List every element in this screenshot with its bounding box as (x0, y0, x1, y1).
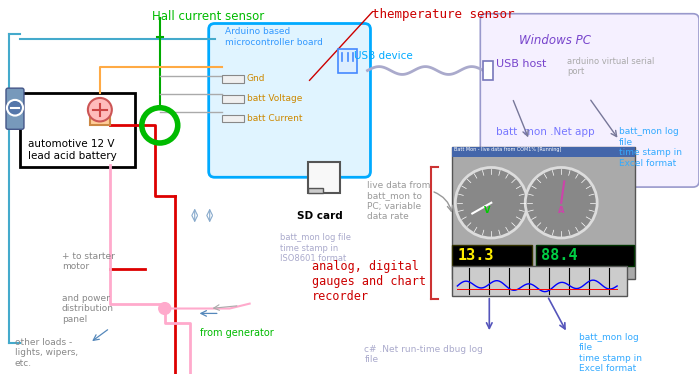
Text: analog, digital
gauges and chart
recorder: analog, digital gauges and chart recorde… (312, 259, 426, 303)
Bar (337, 49, 358, 73)
Text: other loads -
lights, wipers,
etc.: other loads - lights, wipers, etc. (15, 338, 78, 368)
Text: Windows PC: Windows PC (519, 34, 592, 47)
Bar (452, 147, 635, 157)
Text: 88.4: 88.4 (541, 248, 578, 263)
Text: Gnd: Gnd (246, 74, 265, 83)
Bar (90, 108, 110, 125)
Circle shape (88, 98, 112, 121)
Text: USB host: USB host (496, 59, 547, 69)
FancyBboxPatch shape (480, 14, 699, 187)
Bar (96, 108, 110, 116)
Text: c# .Net run-time dbug log
file: c# .Net run-time dbug log file (365, 345, 484, 364)
Text: live data from
batt_mon to
PC; variable
data rate: live data from batt_mon to PC; variable … (368, 181, 430, 222)
Bar (452, 266, 627, 296)
Text: themperature sensor: themperature sensor (372, 8, 515, 21)
Text: USB device: USB device (354, 51, 413, 61)
Bar (452, 245, 532, 266)
Bar (222, 75, 244, 83)
Text: 13.3: 13.3 (457, 248, 494, 263)
Text: Arduino based
microcontroller board: Arduino based microcontroller board (225, 28, 323, 47)
Text: batt Current: batt Current (246, 113, 302, 123)
Bar (536, 245, 634, 266)
Bar (483, 61, 493, 80)
Text: automotive 12 V
lead acid battery: automotive 12 V lead acid battery (28, 139, 117, 161)
Text: batt_mon log
file
time stamp in
Excel format: batt_mon log file time stamp in Excel fo… (619, 127, 682, 168)
Text: batt  mon .Net app: batt mon .Net app (496, 127, 595, 137)
Circle shape (455, 167, 527, 238)
Circle shape (7, 100, 23, 116)
Text: + to starter
motor: + to starter motor (62, 252, 115, 271)
Bar (222, 115, 244, 122)
Circle shape (525, 167, 597, 238)
Text: arduino virtual serial
port: arduino virtual serial port (567, 57, 654, 76)
Text: A: A (558, 206, 564, 215)
FancyBboxPatch shape (6, 88, 24, 129)
Text: from generator: from generator (199, 328, 274, 338)
FancyBboxPatch shape (209, 24, 370, 177)
Bar (20, 93, 135, 167)
Text: SD card: SD card (297, 210, 342, 220)
Bar (222, 95, 244, 103)
Text: batt Voltage: batt Voltage (246, 94, 302, 103)
Text: and power
distribution
panel: and power distribution panel (62, 294, 114, 324)
Bar (307, 188, 323, 193)
Text: Batt Mon - live data from COM1% [Running]: Batt Mon - live data from COM1% [Running… (454, 147, 561, 152)
Circle shape (159, 303, 171, 314)
Text: batt_mon log
file
time stamp in
Excel format: batt_mon log file time stamp in Excel fo… (579, 333, 642, 373)
Text: V: V (484, 206, 491, 215)
Text: Hall current sensor: Hall current sensor (152, 10, 264, 23)
Bar (452, 147, 635, 279)
Text: batt_mon log file
time stamp in
ISO8601 format: batt_mon log file time stamp in ISO8601 … (279, 233, 351, 263)
Bar (307, 162, 340, 193)
